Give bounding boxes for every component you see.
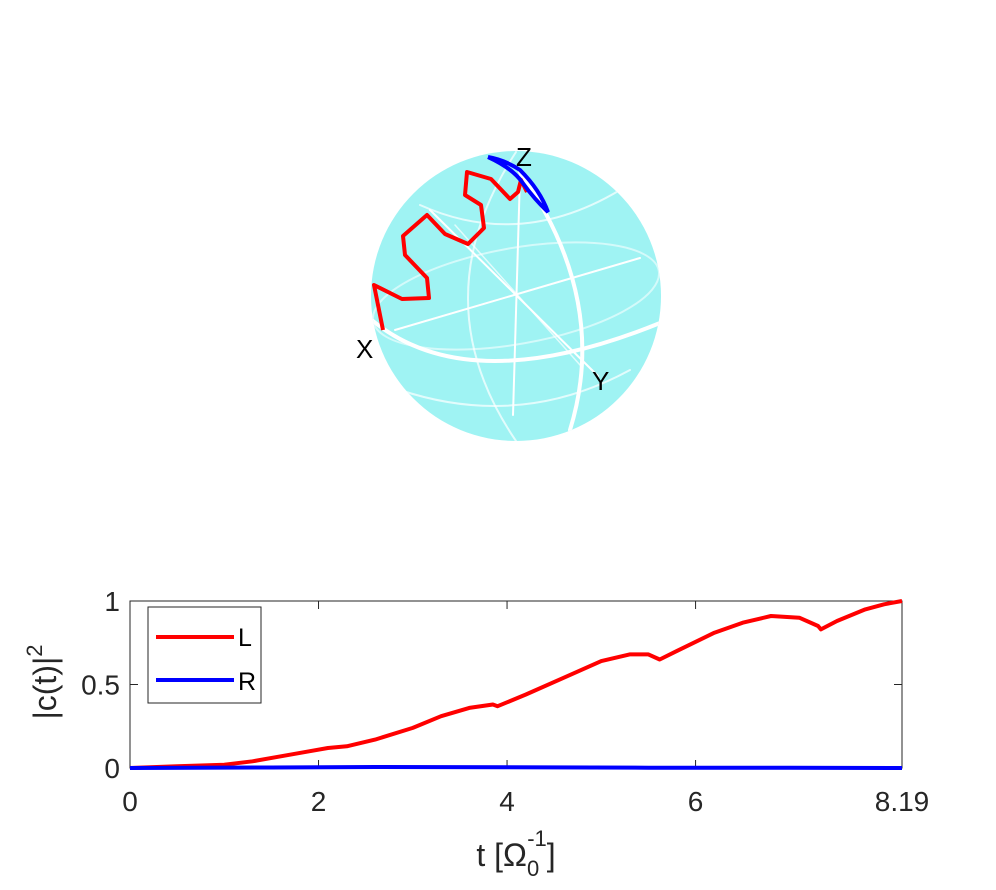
- x-axis-label-sub: 0: [527, 856, 539, 881]
- latitude-lower: [399, 369, 631, 407]
- series-line-L: [129, 599, 903, 770]
- y-tick-label: 0.5: [81, 670, 120, 701]
- x-axis-label-sup: -1: [527, 826, 547, 851]
- legend-label-R: R: [238, 668, 256, 696]
- series-line-R: [129, 765, 903, 770]
- meridian-side: [467, 151, 517, 441]
- y-tick-label: 1: [104, 586, 120, 617]
- legend-box: [147, 606, 262, 704]
- x-tick-label: 4: [499, 786, 515, 817]
- x-axis-label-main: t [Ω: [476, 837, 527, 873]
- x-tick-label: 8.19: [875, 786, 930, 817]
- line-chart: 0 2 4 6 8.19 00.51 L R t [Ω0-1] |c(t)|2: [22, 586, 929, 881]
- y-axis-label: |c(t)|2: [22, 644, 63, 719]
- y-tick-label: 0: [104, 753, 120, 784]
- y-axis-label-sup: 2: [22, 644, 47, 656]
- trajectory-R: [487, 155, 550, 214]
- legend: L R: [147, 606, 262, 704]
- x-tick-label: 2: [311, 786, 327, 817]
- x-ticks: 0 2 4 6 8.19: [122, 601, 929, 817]
- x-axis-label: t [Ω0 -1]: [476, 826, 555, 881]
- equator-front: [371, 319, 661, 363]
- legend-label-L: L: [238, 624, 252, 652]
- axis-label-x: X: [356, 334, 373, 364]
- trajectory-L: [372, 170, 529, 331]
- axis-line-4: [454, 224, 581, 366]
- axis-label-y: Y: [592, 366, 609, 396]
- series-lines: [129, 599, 903, 770]
- x-tick-label: 6: [688, 786, 704, 817]
- x-tick-label: 0: [122, 786, 138, 817]
- y-axis-label-main: |c(t)|: [27, 657, 63, 720]
- latitude-upper: [419, 189, 621, 226]
- axis-label-z: Z: [516, 142, 532, 172]
- x-axis-label-end: ]: [547, 837, 556, 873]
- bloch-sphere: Z X Y: [356, 142, 661, 441]
